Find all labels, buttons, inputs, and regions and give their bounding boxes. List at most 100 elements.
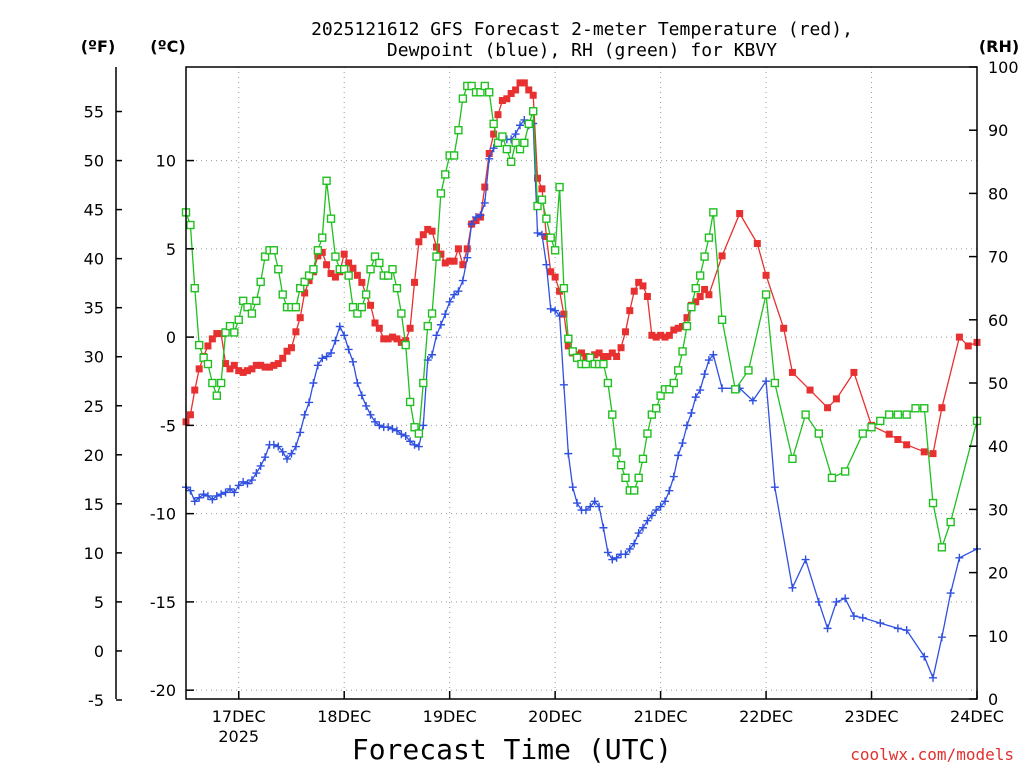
dewpoint-point (537, 230, 546, 239)
temperature-point (955, 333, 963, 341)
rh-point (761, 290, 771, 299)
dewpoint-point (687, 409, 696, 418)
dewpoint-point (652, 506, 661, 515)
rh-point (476, 88, 485, 97)
temperature-point (243, 367, 251, 375)
temperature-point (850, 368, 858, 376)
dewpoint-point (410, 440, 419, 449)
dewpoint-point (485, 154, 494, 163)
rh-point (656, 391, 665, 400)
temperature-point (279, 354, 287, 362)
temperature-point (305, 277, 313, 285)
chart-title-line-1: 2025121612 GFS Forecast 2-meter Temperat… (311, 19, 853, 40)
rh-point (296, 284, 305, 293)
temperature-point (578, 349, 585, 357)
rh-point (449, 151, 459, 160)
rh-point (274, 265, 283, 274)
temperature-point (270, 361, 278, 369)
dewpoint-point (573, 499, 582, 508)
rh-point (638, 454, 648, 464)
dewpoint-point (388, 424, 397, 433)
temperature-point (411, 278, 419, 286)
rh-point (621, 473, 630, 482)
rh-point (291, 302, 301, 312)
dewpoint-point (876, 619, 885, 628)
rh-point (572, 353, 582, 362)
dewpoint-point (472, 213, 481, 222)
dewpoint-point (718, 384, 727, 393)
rh-point (427, 309, 437, 318)
temperature-line (185, 82, 978, 455)
dewpoint-point (305, 398, 314, 407)
fahrenheit-tick-label: 5 (94, 593, 104, 612)
temperature-point (564, 342, 572, 350)
rh-point (555, 182, 564, 192)
temperature-point (665, 331, 673, 339)
dewpoint-point (212, 491, 221, 500)
rh-point (212, 391, 221, 400)
temperature-point (454, 245, 462, 253)
dewpoint-point (467, 220, 476, 229)
temperature-point (296, 314, 304, 322)
dewpoint-point (287, 449, 296, 458)
rh-point (946, 517, 955, 527)
dewpoint-point (480, 198, 489, 207)
temperature-point (648, 331, 656, 339)
dewpoint-point (946, 589, 955, 598)
dewpoint-point (256, 461, 265, 470)
rh-point (537, 195, 547, 204)
dewpoint-point (564, 449, 573, 458)
temperature-point (525, 86, 533, 94)
temperature-point (406, 324, 414, 332)
dewpoint-point (252, 469, 261, 478)
temperature-point (239, 368, 247, 376)
dewpoint-point (195, 493, 204, 502)
rh-point (498, 132, 507, 141)
dewpoint-point (533, 228, 542, 237)
temperature-point (701, 285, 709, 293)
temperature-point (490, 130, 498, 138)
temperature-point (450, 257, 458, 265)
dewpoint-point (801, 555, 810, 564)
dewpoint-point (590, 497, 599, 506)
dewpoint-point (955, 553, 964, 562)
dewpoint-point (586, 502, 595, 511)
dewpoint-point (414, 442, 423, 451)
temperature-point (217, 330, 225, 338)
rh-point (616, 460, 626, 470)
rh-point (511, 138, 520, 148)
fahrenheit-tick-label: 0 (94, 642, 104, 661)
rh-point (234, 315, 243, 324)
temperature-point (283, 347, 291, 355)
dewpoint-point (269, 440, 278, 449)
temperature-point (266, 363, 274, 371)
temperature-point (560, 310, 568, 318)
dewpoint-point (489, 144, 498, 153)
rh-point (528, 107, 538, 116)
rh-point (586, 353, 595, 362)
rh-point (937, 543, 947, 552)
rh-point (361, 290, 371, 299)
rh-point (313, 246, 323, 255)
rh-tick-label: 30 (988, 500, 1008, 519)
temperature-point (371, 319, 379, 327)
temperature-point (591, 351, 599, 359)
rh-tick-label: 100 (988, 58, 1019, 77)
rh-point (801, 410, 810, 419)
rh-point (893, 410, 903, 419)
rh-point (608, 410, 617, 419)
dewpoint-point (344, 345, 353, 354)
dewpoint-point (432, 331, 441, 340)
rh-point (318, 233, 327, 242)
rh-point (678, 347, 687, 356)
temperature-point (885, 430, 893, 438)
rh-point (357, 302, 367, 312)
dewpoint-point (704, 356, 713, 365)
dewpoint-point (691, 393, 700, 402)
dewpoint-point (612, 553, 621, 562)
dewpoint-point (832, 597, 841, 606)
temperature-point (903, 441, 911, 449)
dewpoint-point (920, 652, 929, 661)
rh-point (186, 220, 195, 230)
credit-text: coolwx.com/models (850, 745, 1014, 764)
